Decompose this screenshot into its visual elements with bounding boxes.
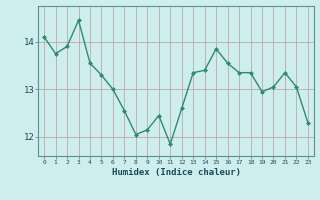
X-axis label: Humidex (Indice chaleur): Humidex (Indice chaleur) [111,168,241,177]
